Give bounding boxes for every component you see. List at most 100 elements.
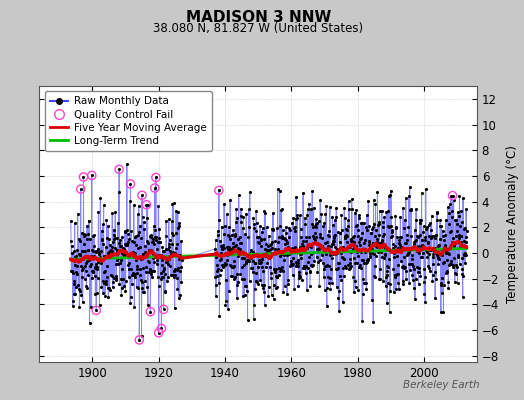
Point <box>324 243 332 250</box>
Point <box>350 239 358 245</box>
Point <box>177 264 185 270</box>
Point <box>91 263 99 270</box>
Point <box>171 272 179 278</box>
Point <box>146 268 154 275</box>
Point <box>152 261 161 268</box>
Point <box>333 266 342 272</box>
Point <box>323 274 332 280</box>
Point <box>174 224 182 231</box>
Point <box>165 244 173 250</box>
Point <box>419 223 428 230</box>
Point <box>350 289 358 296</box>
Point <box>176 268 184 274</box>
Point <box>173 285 182 292</box>
Point <box>107 248 116 254</box>
Point <box>334 265 342 271</box>
Point <box>355 238 364 245</box>
Point <box>250 221 258 227</box>
Point <box>356 262 365 268</box>
Point <box>295 274 303 281</box>
Point <box>159 248 168 254</box>
Point <box>170 274 178 280</box>
Point <box>68 243 76 249</box>
Point <box>429 251 438 257</box>
Point <box>141 252 150 259</box>
Point <box>301 270 310 276</box>
Point <box>388 226 396 233</box>
Point <box>91 291 100 298</box>
Point <box>268 244 277 251</box>
Point <box>155 234 163 241</box>
Point <box>440 242 449 248</box>
Point <box>455 232 463 238</box>
Point <box>303 264 312 271</box>
Point <box>290 244 299 250</box>
Point <box>279 235 287 242</box>
Point <box>93 290 101 296</box>
Point <box>396 242 404 248</box>
Point <box>101 268 109 274</box>
Point <box>94 259 102 266</box>
Point <box>99 277 107 284</box>
Point <box>386 281 394 288</box>
Point <box>285 234 293 240</box>
Point <box>363 258 371 265</box>
Point <box>114 219 122 226</box>
Point <box>118 234 126 240</box>
Point <box>462 206 470 212</box>
Point <box>287 261 296 267</box>
Point <box>126 181 135 187</box>
Point <box>399 281 407 288</box>
Point <box>282 252 291 258</box>
Point <box>275 248 283 254</box>
Point <box>90 232 99 238</box>
Point <box>133 266 141 272</box>
Point <box>348 246 357 252</box>
Point <box>392 286 400 292</box>
Point <box>79 299 87 305</box>
Text: 38.080 N, 81.827 W (United States): 38.080 N, 81.827 W (United States) <box>153 22 364 35</box>
Point <box>419 250 427 257</box>
Point <box>401 240 409 246</box>
Point <box>349 273 357 280</box>
Point <box>158 257 166 264</box>
Point <box>215 217 223 223</box>
Point <box>383 300 391 306</box>
Point <box>364 256 372 263</box>
Point <box>217 224 226 230</box>
Point <box>277 207 285 214</box>
Point <box>373 244 381 250</box>
Point <box>130 270 139 277</box>
Point <box>138 214 147 221</box>
Point <box>430 233 438 240</box>
Point <box>375 232 383 238</box>
Point <box>378 254 387 260</box>
Point <box>409 246 418 252</box>
Point <box>354 287 363 293</box>
Point <box>134 244 142 251</box>
Point <box>353 260 361 266</box>
Point <box>86 263 95 269</box>
Point <box>444 285 453 292</box>
Point <box>383 268 391 274</box>
Point <box>254 234 263 240</box>
Point <box>175 223 183 229</box>
Point <box>402 276 410 282</box>
Point <box>283 244 292 250</box>
Point <box>154 274 162 280</box>
Point <box>73 263 81 269</box>
Point <box>300 265 308 271</box>
Point <box>85 256 93 263</box>
Point <box>460 226 468 232</box>
Point <box>436 217 444 223</box>
Point <box>455 234 463 241</box>
Point <box>282 224 290 230</box>
Point <box>346 260 354 267</box>
Point <box>303 206 312 212</box>
Point <box>266 270 275 276</box>
Point <box>270 266 278 272</box>
Point <box>263 247 271 254</box>
Point <box>298 238 307 244</box>
Point <box>336 230 344 236</box>
Point <box>361 246 369 252</box>
